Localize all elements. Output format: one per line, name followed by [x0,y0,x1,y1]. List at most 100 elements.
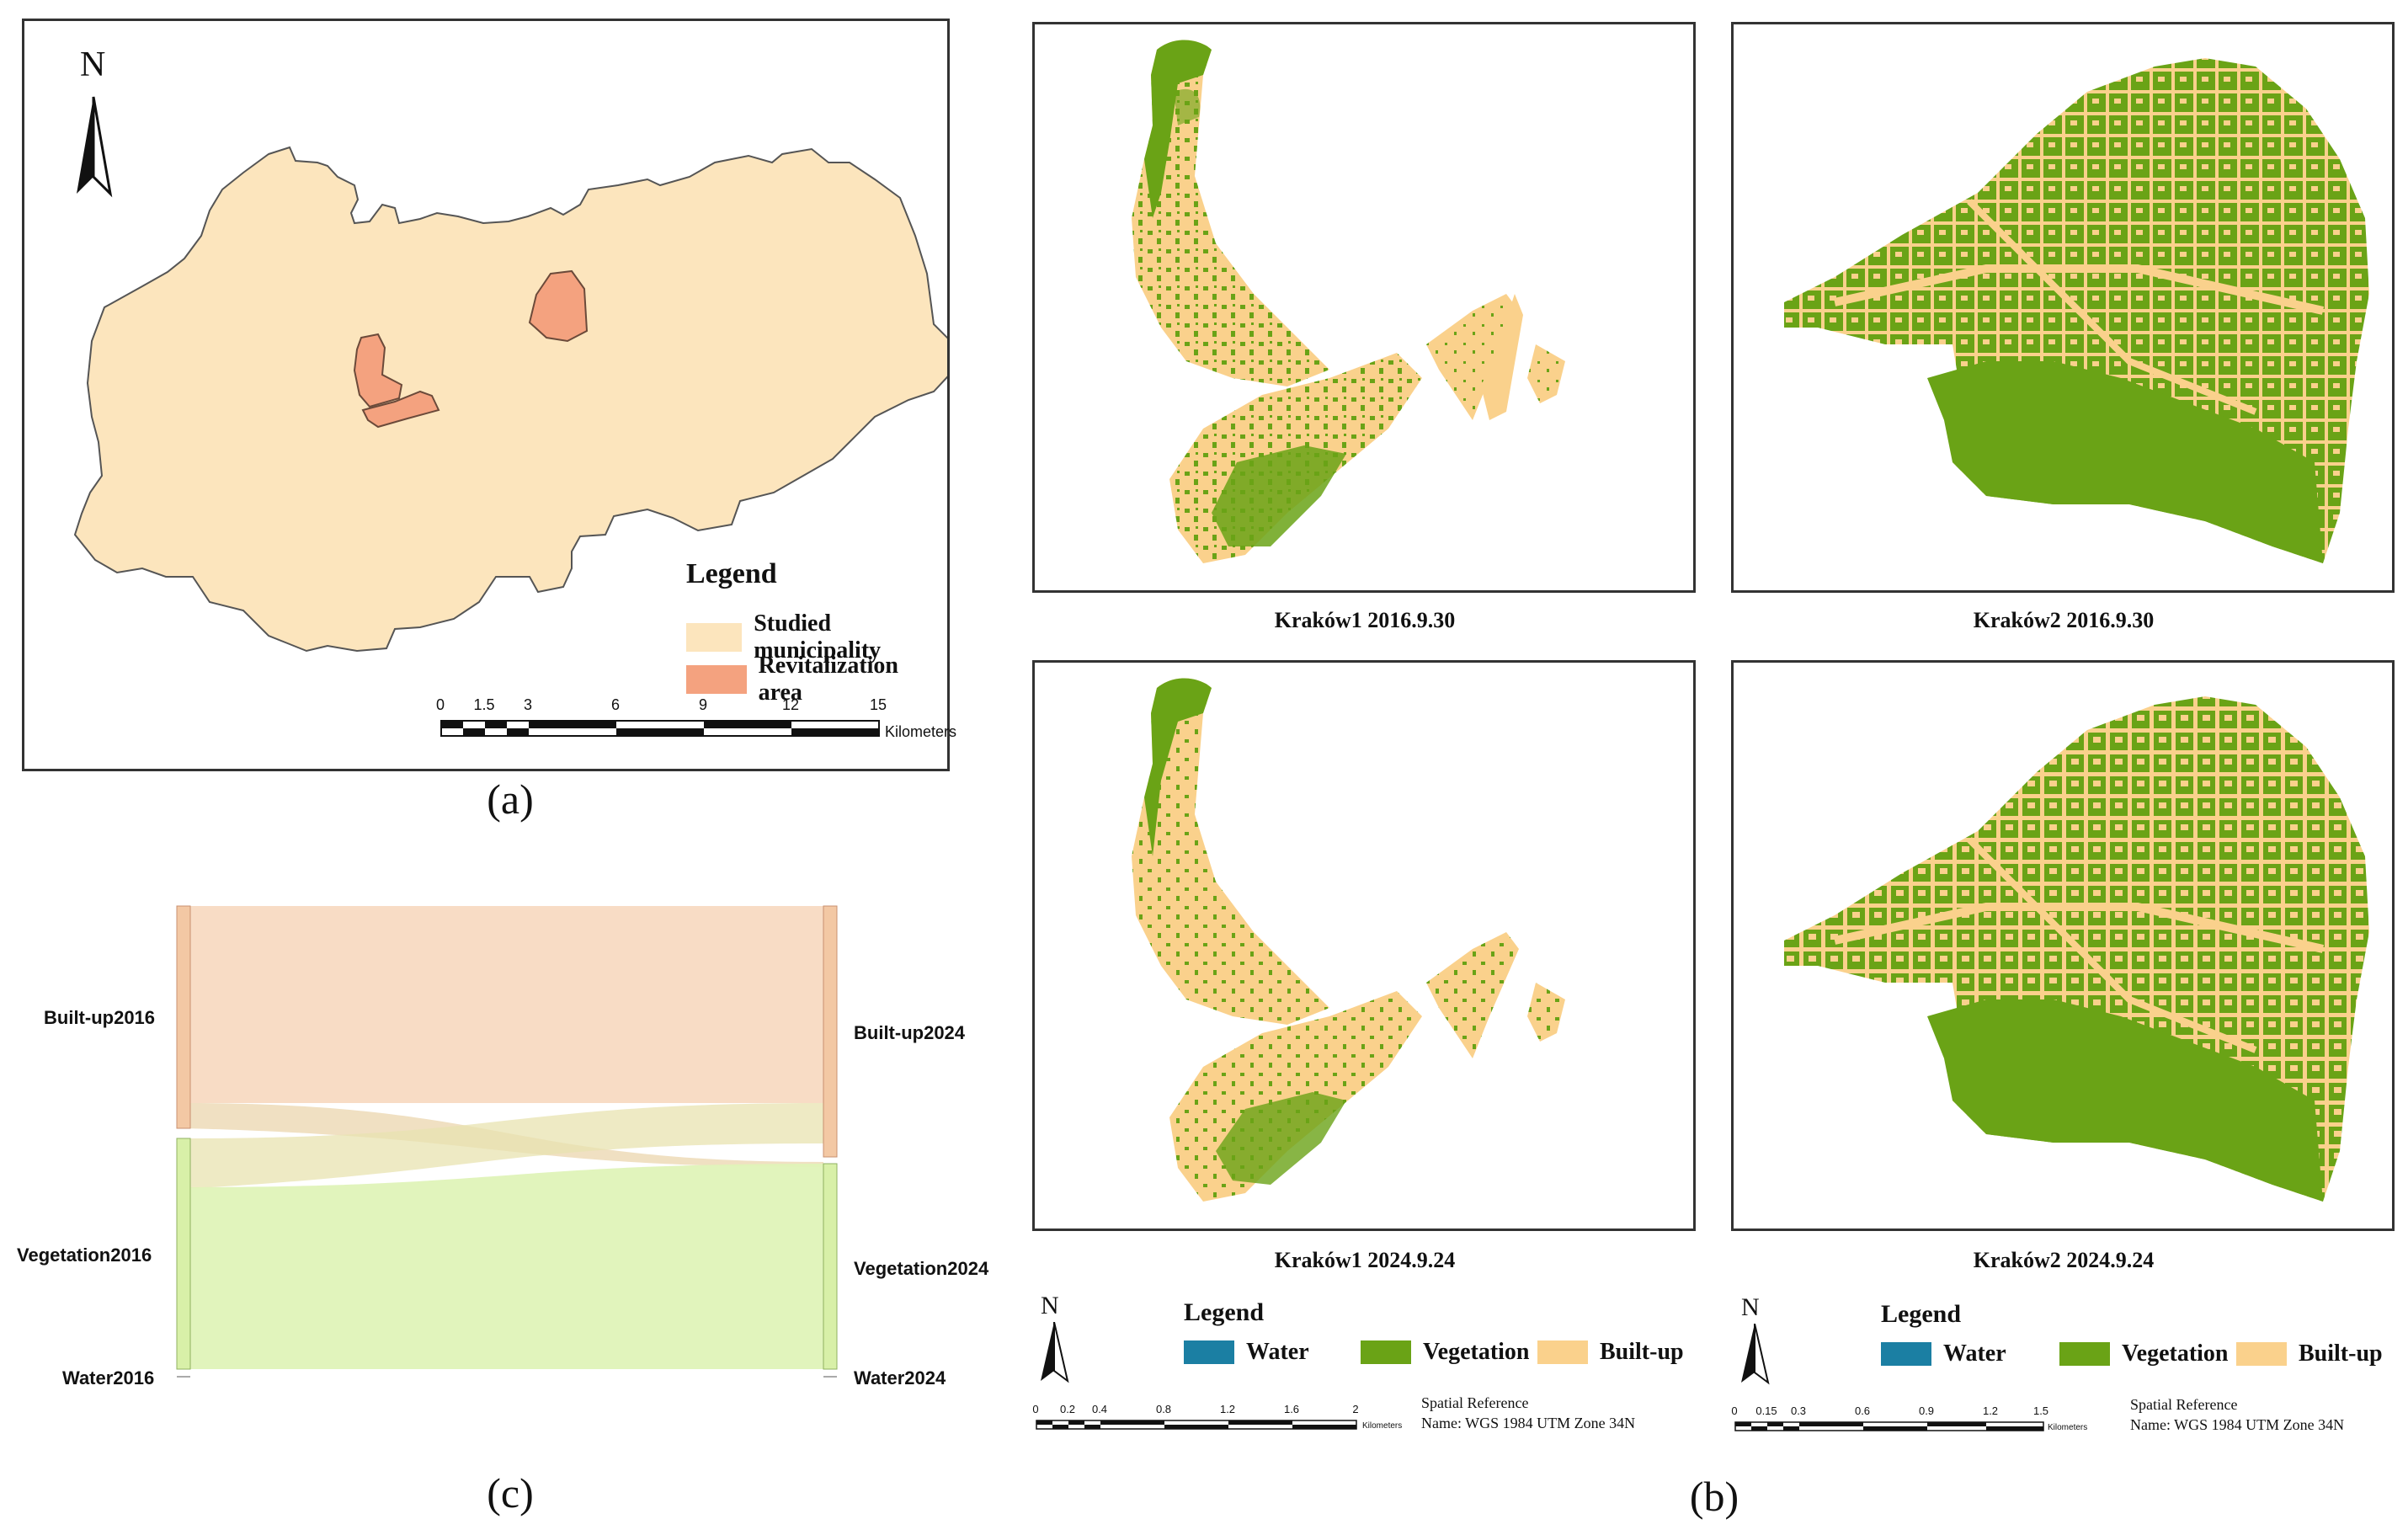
legend-label: Water [1943,1340,2006,1367]
legend-swatch-vegetation [1361,1340,1411,1364]
spatial-reference-label: Spatial Reference [2130,1396,2238,1413]
scale-unit: Kilometers [2048,1423,2088,1432]
legend-b-right: N Legend Water Vegetation Built-up 0 0.1… [1731,1288,2396,1440]
label-vegetation-2016: Vegetation2016 [17,1245,152,1266]
scale-tick: 15 [869,696,887,713]
krakow1-2016-landcover [1132,40,1565,563]
scale-tick: 0 [1731,1404,1738,1417]
legend-item-vegetation: Vegetation [1361,1339,1530,1366]
map-caption: Kraków2 2016.9.30 [1973,608,2155,632]
map-krakow1-2024 [1032,660,1696,1231]
map-caption: Kraków1 2024.9.24 [1274,1248,1456,1272]
legend-item-built-up: Built-up [1537,1339,1684,1366]
node-vegetation-2016 [176,1138,191,1370]
legend-swatch-revitalization [686,665,747,694]
legend-label: Built-up [1600,1339,1684,1365]
revitalization-area-2 [353,333,403,408]
scale-tick: 1.6 [1283,1403,1300,1415]
legend-swatch-water [1184,1340,1234,1364]
legend-swatch-water [1881,1342,1931,1366]
scale-tick: 1.5 [473,696,495,713]
krakow2-2016-landcover [1784,58,2369,563]
scale-tick: 2 [1352,1403,1359,1415]
node-vegetation-2024 [823,1163,838,1370]
scale-bar [1734,1421,2044,1431]
legend-swatch-municipality [686,623,743,652]
krakow2-2024-landcover [1784,696,2369,1202]
legend-label: Vegetation [1423,1339,1530,1365]
scale-tick: 12 [781,696,800,713]
spatial-reference-name: Name: WGS 1984 UTM Zone 34N [2130,1416,2345,1433]
legend-label: Water [1246,1339,1309,1365]
legend-b-left: N Legend Water Vegetation Built-up 0 0.2… [1032,1288,1689,1440]
studied-municipality-area [73,146,947,653]
scale-tick: 0.6 [1854,1404,1871,1417]
revitalization-area-1 [528,269,589,343]
north-arrow-icon [77,96,113,198]
node-water-2024 [823,1376,837,1378]
scale-tick: 1.2 [1982,1404,1999,1417]
spatial-reference: Spatial Reference Name: WGS 1984 UTM Zon… [1421,1393,1635,1433]
scale-tick: 0.3 [1790,1404,1807,1417]
scale-unit: Kilometers [885,723,957,740]
map-caption: Kraków2 2024.9.24 [1973,1248,2155,1272]
spatial-reference-name: Name: WGS 1984 UTM Zone 34N [1421,1415,1636,1431]
legend-swatch-vegetation [2059,1342,2110,1366]
krakow1-2024-landcover [1132,678,1565,1202]
north-label: N [1741,1293,1760,1321]
legend-item-studied-municipality: Studied municipality [686,610,947,664]
sankey-diagram [176,905,838,1378]
legend-item-built-up: Built-up [2236,1340,2383,1367]
legend-title: Legend [1184,1298,1265,1326]
spatial-reference: Spatial Reference Name: WGS 1984 UTM Zon… [2130,1394,2344,1435]
flow-veg-built [184,1103,823,1189]
legend-item-water: Water [1184,1339,1309,1366]
panel-a-map-svg [73,96,947,653]
label-vegetation-2024: Vegetation2024 [854,1258,989,1279]
node-water-2016 [177,1376,190,1378]
scale-tick: 1.2 [1219,1403,1236,1415]
north-label: N [80,45,106,84]
node-built-up-2016 [176,905,191,1129]
label-water-2024: Water2024 [854,1367,946,1388]
map-caption: Kraków1 2016.9.30 [1274,608,1456,632]
scale-tick: 1.5 [2032,1404,2049,1417]
map-krakow1-2016 [1032,22,1696,593]
caption-a: (a) [487,775,534,823]
node-built-up-2024 [823,905,838,1158]
legend-label: Revitalization area [758,653,898,706]
scale-tick: 9 [698,696,708,713]
label-water-2016: Water2016 [62,1367,155,1388]
scale-tick: 3 [523,696,533,713]
legend-item-revitalization-area: Revitalization area [686,653,947,706]
scale-tick: 0.8 [1155,1403,1172,1415]
scale-bar [1036,1420,1357,1430]
scale-tick: 0 [1032,1403,1039,1415]
label-built-up-2016: Built-up2016 [44,1007,156,1028]
caption-c: (c) [487,1469,534,1516]
flow-built-built [184,906,823,1103]
legend-label: Studied municipality [754,610,882,664]
scale-tick: 0.15 [1755,1404,1777,1417]
legend-label: Vegetation [2122,1340,2229,1367]
legend-item-water: Water [1881,1340,2006,1367]
scale-tick: 0.9 [1918,1404,1935,1417]
scale-tick: 0.2 [1059,1403,1076,1415]
label-built-up-2024: Built-up2024 [854,1022,966,1043]
legend-title: Legend [686,558,777,589]
spatial-reference-label: Spatial Reference [1421,1394,1529,1411]
legend-swatch-built-up [2236,1342,2287,1366]
north-label: N [1041,1292,1059,1319]
map-krakow2-2016 [1731,22,2395,593]
legend-label: Built-up [2299,1340,2383,1367]
legend-item-vegetation: Vegetation [2059,1340,2229,1367]
north-arrow-icon [1041,1322,1069,1383]
legend-title: Legend [1881,1300,1962,1328]
flow-veg-veg [184,1164,823,1369]
caption-b: (b) [1689,1473,1739,1520]
scale-unit: Kilometers [1362,1421,1403,1431]
revitalization-area-3 [361,390,440,429]
north-arrow-icon [1741,1324,1770,1385]
scale-tick: 0 [435,696,445,713]
map-krakow2-2024 [1731,660,2395,1231]
